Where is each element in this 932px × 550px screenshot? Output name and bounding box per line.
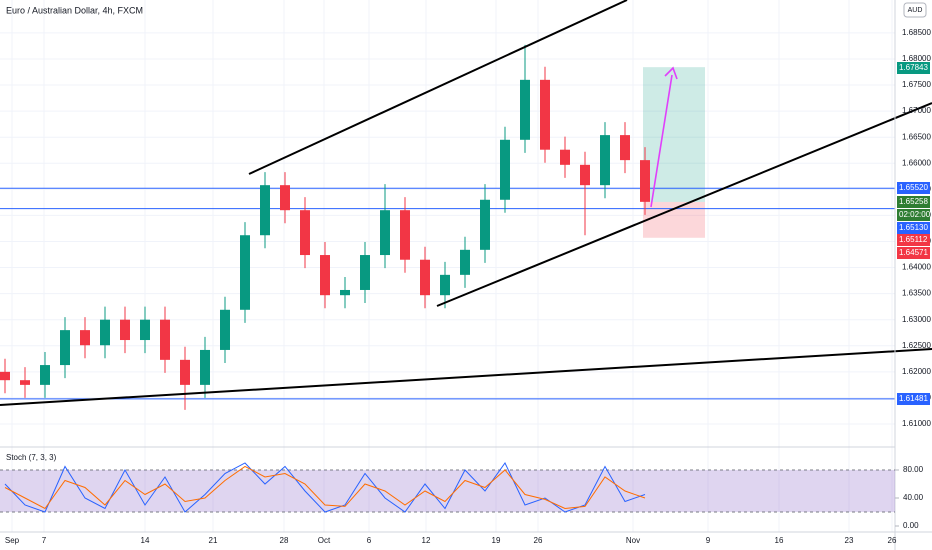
price-label: 1.65258	[899, 197, 928, 206]
candle-body	[360, 255, 370, 290]
y-tick-label: 80.00	[903, 465, 924, 474]
x-tick-label: Nov	[626, 536, 640, 545]
y-tick-label: 1.68000	[902, 54, 931, 63]
candle-body	[380, 210, 390, 256]
candle-body	[160, 319, 170, 360]
stop-zone	[643, 201, 705, 238]
x-tick-label: 21	[209, 536, 218, 545]
price-label-bg	[897, 247, 930, 259]
candle-body	[20, 380, 30, 385]
x-tick-label: Oct	[318, 536, 331, 545]
price-label: 1.65520	[899, 183, 928, 192]
candle-body	[240, 235, 250, 310]
candle-body	[460, 249, 470, 275]
price-label-bg	[897, 234, 930, 246]
indicator-title: Stoch (7, 3, 3)	[6, 453, 57, 462]
y-tick-label: 1.67500	[902, 80, 931, 89]
price-pane	[0, 44, 895, 410]
x-tick-label: 26	[888, 536, 897, 545]
candle-body	[520, 79, 530, 140]
y-tick-label: 1.61000	[902, 419, 931, 428]
stoch-line	[4, 462, 646, 513]
x-tick-label: 6	[367, 536, 372, 545]
candle-body	[200, 349, 210, 385]
candle-body	[420, 259, 430, 296]
x-tick-label: 28	[280, 536, 289, 545]
band	[0, 469, 895, 513]
price-label-bg	[897, 196, 930, 208]
arrow	[650, 74, 673, 208]
candle-body	[560, 149, 570, 165]
trend-line	[436, 102, 932, 307]
grid	[0, 0, 895, 532]
x-tick-label: Sep	[5, 536, 20, 545]
candle-body	[40, 365, 50, 385]
candle-body	[600, 135, 610, 186]
candle-body	[140, 319, 150, 341]
y-tick-label: 1.66500	[902, 132, 931, 141]
x-tick-label: 12	[422, 536, 431, 545]
candle-body	[540, 79, 550, 150]
x-tick-label: 23	[845, 536, 854, 545]
y-tick-label: 1.63500	[902, 289, 931, 298]
candle-body	[580, 164, 590, 186]
price-label: 1.64571	[899, 248, 928, 257]
x-tick-label: 16	[775, 536, 784, 545]
y-tick-label: 1.68500	[902, 28, 931, 37]
candle-body	[80, 330, 90, 346]
trend-line	[0, 348, 932, 406]
x-tick-label: 14	[141, 536, 150, 545]
candle-body	[180, 359, 190, 385]
chart-title: Euro / Australian Dollar, 4h, FXCM	[6, 5, 143, 15]
y-tick-label: 1.67000	[902, 106, 931, 115]
price-label: 1.67843	[899, 63, 928, 72]
candle-body	[260, 185, 270, 236]
candle-body	[440, 274, 450, 296]
trend-line	[248, 0, 628, 175]
candle-body	[60, 330, 70, 366]
candle-body	[0, 371, 10, 381]
x-tick-label: 7	[42, 536, 47, 545]
target-zone	[643, 67, 705, 202]
y-tick-label: 1.62500	[902, 341, 931, 350]
y-tick-label: 1.64000	[902, 263, 931, 272]
candle-body	[300, 210, 310, 256]
candle-body	[120, 319, 130, 341]
candle-body	[480, 199, 490, 250]
x-tick-label: 26	[534, 536, 543, 545]
price-label-bg	[897, 182, 930, 194]
countdown: 02:02:00	[899, 210, 931, 219]
candle-body	[320, 255, 330, 296]
candle-body	[400, 210, 410, 260]
y-tick-label: 0.00	[903, 521, 919, 530]
y-tick-label: 1.63000	[902, 315, 931, 324]
currency-badge[interactable]	[903, 2, 927, 18]
price-label-bg	[897, 62, 930, 74]
price-label-bg	[897, 222, 930, 234]
candle-body	[100, 319, 110, 346]
candle-body	[640, 160, 650, 202]
y-tick-label: 1.66000	[902, 158, 931, 167]
price-label: 1.65130	[899, 223, 928, 232]
x-tick-label: 19	[492, 536, 501, 545]
price-label-bg	[897, 393, 930, 405]
candle-body	[340, 289, 350, 296]
price-label: 1.65112	[899, 235, 928, 244]
candle-body	[620, 135, 630, 161]
stoch-line	[4, 465, 646, 510]
arrow-head	[664, 66, 678, 80]
y-tick-label: 1.62000	[902, 367, 931, 376]
candle-body	[500, 139, 510, 200]
candle-body	[220, 309, 230, 350]
y-tick-label: 40.00	[903, 493, 924, 502]
price-label: 1.61481	[899, 394, 928, 403]
candle-body	[280, 185, 290, 211]
currency: AUD	[908, 7, 923, 14]
countdown-bg	[897, 209, 930, 221]
x-tick-label: 9	[706, 536, 711, 545]
